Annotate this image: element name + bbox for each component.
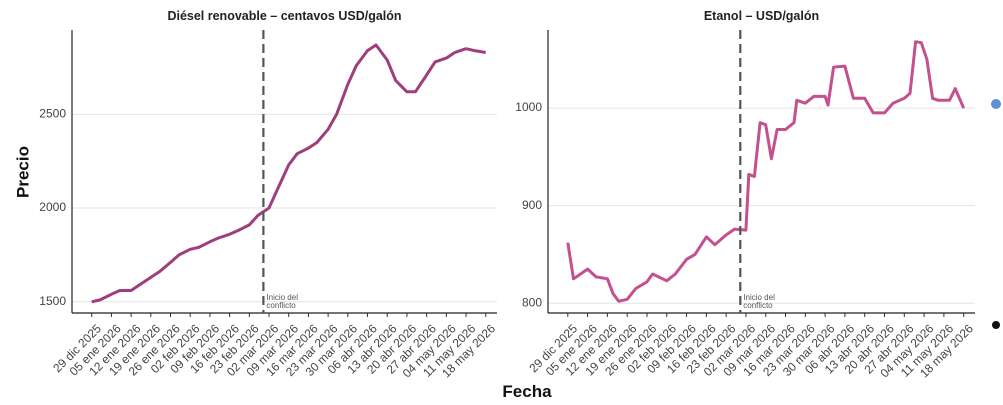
marker-dot xyxy=(992,321,1000,329)
y-tick-label: 800 xyxy=(522,295,542,309)
annotation-text: Inicio del xyxy=(266,293,298,302)
x-axis-title: Fecha xyxy=(502,382,552,401)
chart-title: Etanol – USD/galón xyxy=(704,9,819,23)
marker-dot xyxy=(991,99,1001,109)
line xyxy=(566,40,966,303)
annotation-text: conflicto xyxy=(743,301,773,310)
annotation-text: Inicio del xyxy=(743,293,775,302)
annotation-text: conflicto xyxy=(266,301,296,310)
y-tick-label: 2000 xyxy=(39,200,66,214)
line xyxy=(91,43,486,304)
y-axis-title: Precio xyxy=(13,146,32,198)
chart-title: Diésel renovable – centavos USD/galón xyxy=(167,9,401,23)
y-tick-label: 2500 xyxy=(39,107,66,121)
y-tick-label: 1000 xyxy=(515,100,542,114)
y-tick-label: 900 xyxy=(522,198,542,212)
y-tick-label: 1500 xyxy=(39,294,66,308)
